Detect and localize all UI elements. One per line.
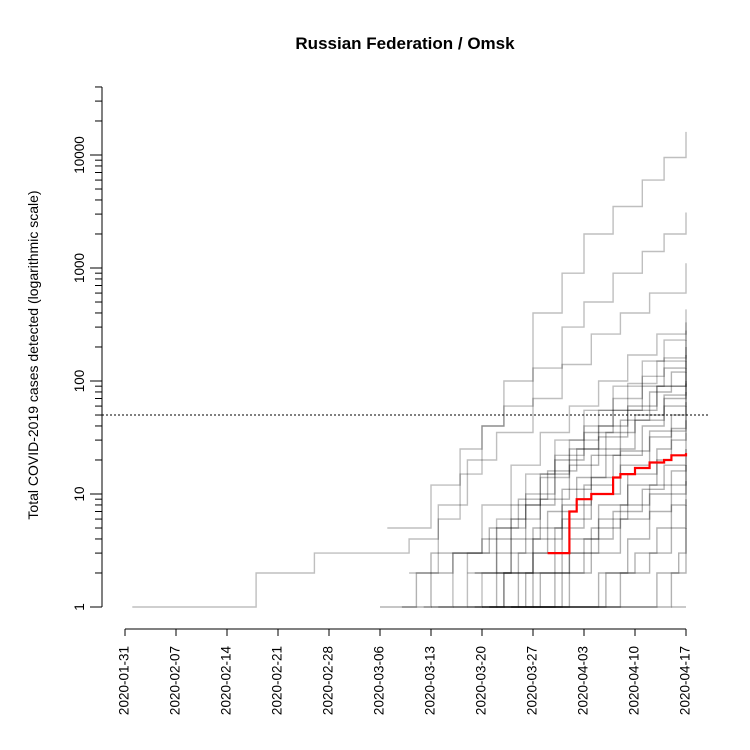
y-axis: 1 10 100 1000 10000 [72,86,103,611]
background-series-line [409,263,687,574]
background-series-line [387,212,687,529]
chart-title: Russian Federation / Omsk [295,34,515,53]
x-tick-label: 2020-03-06 [372,646,387,715]
x-tick-label: 2020-04-17 [678,646,693,715]
background-series-line [423,309,687,608]
x-tick-label: 2020-02-07 [168,646,183,715]
background-series-line [511,449,687,608]
y-tick-label: 1 [72,603,87,611]
x-tick-label: 2020-04-03 [576,646,591,715]
background-series-line [132,131,687,608]
background-series-line [467,347,687,608]
background-series-line [474,361,687,574]
y-tick-label: 100 [72,370,87,393]
background-series-line [496,465,687,574]
y-axis-label: Total COVID-2019 cases detected (logarit… [25,190,41,519]
background-series-line [540,528,687,608]
background-series-line [489,392,687,608]
x-tick-label: 2020-02-28 [321,646,336,715]
background-series-line [503,432,687,608]
background-series-line [489,406,687,608]
background-series-line [518,465,687,608]
x-tick-label: 2020-03-13 [423,646,438,715]
background-series-line [496,420,687,608]
background-series-line [474,355,687,608]
background-series-line [452,330,687,608]
background-series-line [380,368,687,608]
x-tick-label: 2020-02-14 [219,646,234,716]
background-series-line [438,322,687,608]
background-series-line [467,340,687,574]
x-tick-label: 2020-01-31 [117,646,132,715]
x-axis: 2020-01-31 2020-02-07 2020-02-14 2020-02-21… [117,628,693,716]
x-tick-label: 2020-03-27 [525,646,540,715]
background-series-line [533,499,687,608]
background-series-line [511,505,687,608]
highlight-series-line [547,453,688,555]
y-tick-label: 1000 [72,253,87,283]
background-series-line [482,372,687,608]
background-series-line [525,481,687,608]
y-tick-label: 10000 [72,136,87,174]
y-tick-label: 10 [72,486,87,501]
x-tick-label: 2020-04-10 [627,646,642,715]
x-tick-label: 2020-03-20 [474,646,489,715]
x-tick-label: 2020-02-21 [270,646,285,715]
